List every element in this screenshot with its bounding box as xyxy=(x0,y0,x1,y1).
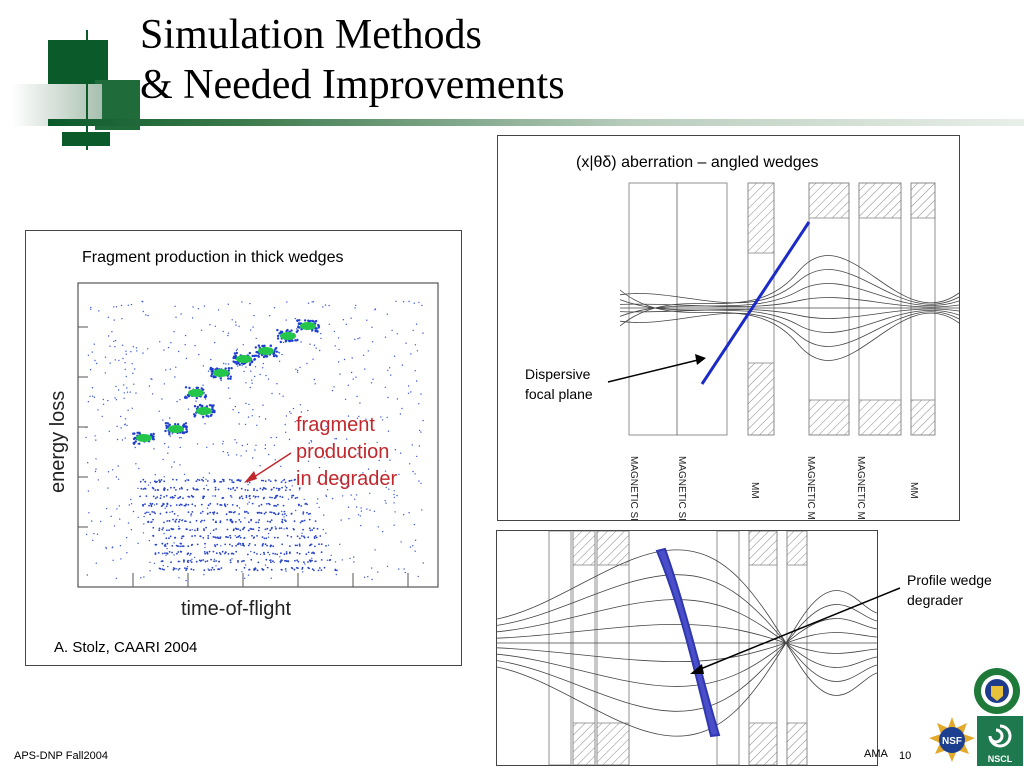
dispersive-label-1: Dispersive xyxy=(525,366,591,382)
element-label-5: MAGNETIC MULTIPOL xyxy=(855,456,866,520)
annotation-line-2: production xyxy=(296,441,389,463)
element-label-4: MAGNETIC MULTIPOL xyxy=(805,456,816,520)
element-labels: MAGNETIC SECTOR MAGNETIC SECTOR MM MAGNE… xyxy=(628,456,919,520)
element-label-3: MM xyxy=(749,482,760,499)
title-rule xyxy=(48,119,1024,126)
title-line-1: Simulation Methods xyxy=(140,12,482,58)
footer-page-number: 10 xyxy=(899,750,912,762)
nsf-logo-icon: NSF xyxy=(929,717,975,762)
x-axis-label: time-of-flight xyxy=(181,598,291,620)
footer-author: AMA xyxy=(864,748,888,760)
profile-wedge-label-2: degrader xyxy=(907,592,964,608)
element-outlines xyxy=(548,531,808,765)
nsf-logo-text: NSF xyxy=(942,736,962,747)
ray-traces xyxy=(497,549,877,737)
y-axis-label: energy loss xyxy=(47,391,69,493)
profile-wedge-panel xyxy=(496,530,878,766)
beamline-diagram: MAGNETIC SECTOR MAGNETIC SECTOR MM MAGNE… xyxy=(607,182,959,520)
profile-wedge-arrow xyxy=(690,587,901,674)
decor-vertical-line xyxy=(86,30,88,150)
element-label-2: MAGNETIC SECTOR xyxy=(676,456,687,520)
nscl-logo-icon: NSCL xyxy=(977,716,1023,766)
profile-wedge-label-1: Profile wedge xyxy=(907,572,992,588)
element-label-1: MAGNETIC SECTOR xyxy=(628,456,639,520)
slide-title: Simulation Methods & Needed Improvements xyxy=(140,10,565,110)
annotation-line-3: in degrader xyxy=(296,468,398,490)
scatter-points xyxy=(85,300,424,582)
aberration-panel: MAGNETIC SECTOR MAGNETIC SECTOR MM MAGNE… xyxy=(497,135,960,521)
fragment-production-panel: Fragment production in thick wedges ener… xyxy=(25,230,462,666)
nscl-logo-text: NSCL xyxy=(988,754,1013,764)
ray-traces xyxy=(619,255,959,361)
footer-conference: APS-DNP Fall2004 xyxy=(14,750,108,762)
axis-ticks xyxy=(78,326,409,587)
profile-wedge-diagram xyxy=(497,531,877,765)
annotation-line-1: fragment xyxy=(296,414,375,436)
panel-caption: (x|θδ) aberration – angled wedges xyxy=(576,154,819,171)
annotation-arrowhead xyxy=(244,471,257,483)
focal-plane-line xyxy=(700,221,811,385)
focal-plane-arrowhead xyxy=(695,354,706,365)
element-label-6: MM xyxy=(908,482,919,499)
doe-seal-icon xyxy=(974,668,1020,714)
wedge-degrader xyxy=(655,547,721,738)
panel-caption: Fragment production in thick wedges xyxy=(82,249,344,266)
title-line-2: & Needed Improvements xyxy=(140,62,565,108)
focal-plane-arrow xyxy=(607,359,699,383)
hatched-poles xyxy=(572,531,808,765)
dispersive-label-2: focal plane xyxy=(525,386,593,402)
energy-loss-plot: energy loss time-of-flight fragment prod… xyxy=(47,282,439,620)
element-outlines xyxy=(628,182,936,436)
hatched-poles xyxy=(747,182,936,436)
credit-text: A. Stolz, CAARI 2004 xyxy=(54,639,198,656)
